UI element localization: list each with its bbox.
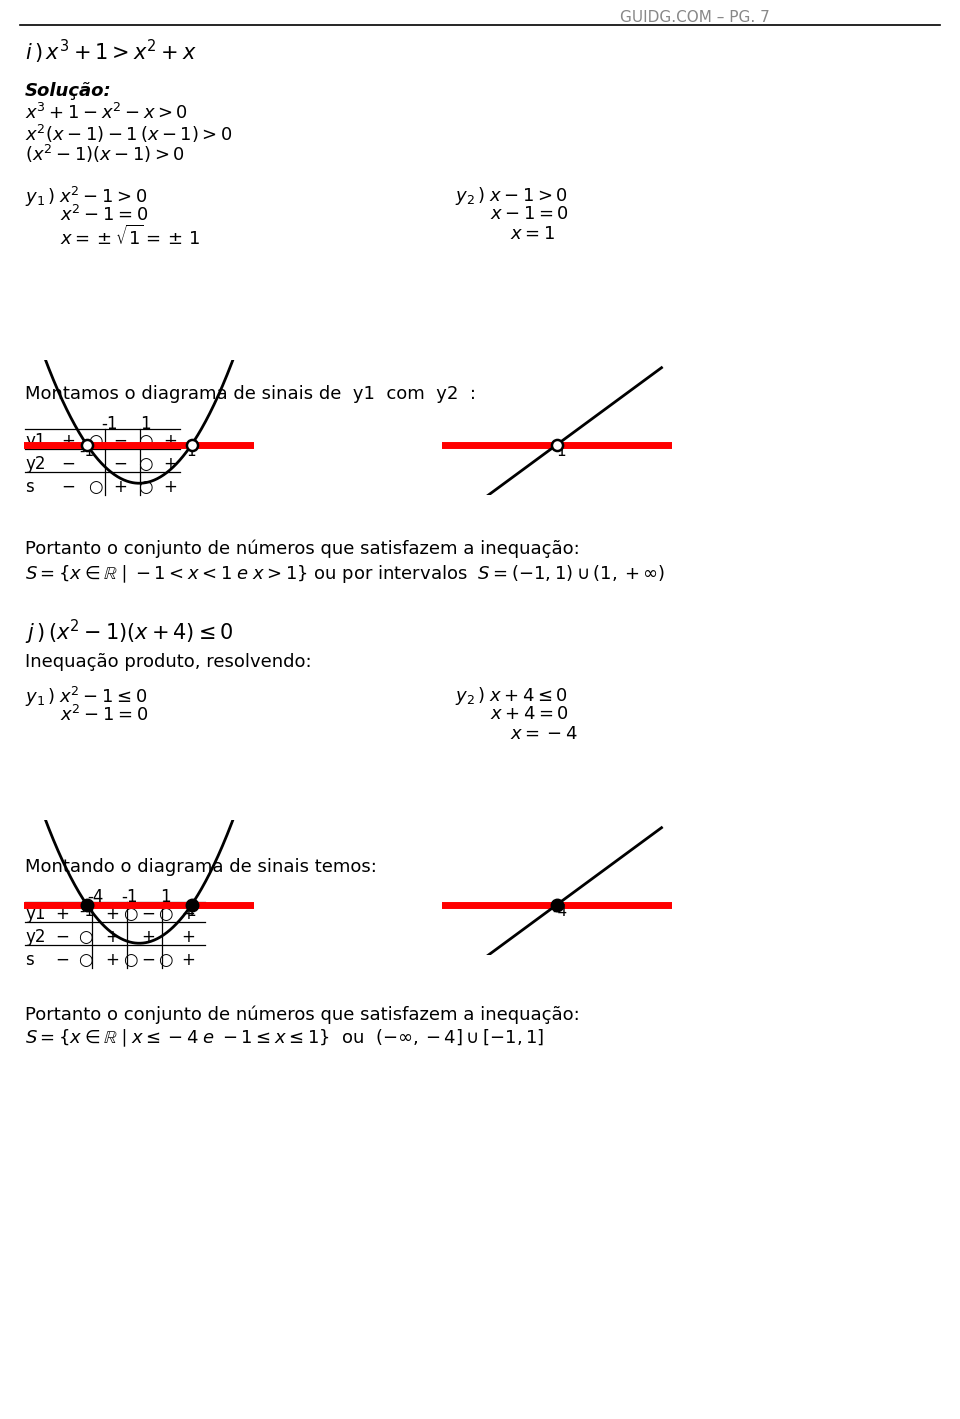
Text: -1: -1 <box>80 904 94 918</box>
Text: 1: 1 <box>187 904 197 918</box>
Text: +: + <box>181 905 195 922</box>
Text: $x^2-1=0$: $x^2-1=0$ <box>60 705 148 725</box>
Text: $y_2\,)\;x-1>0$: $y_2\,)\;x-1>0$ <box>455 184 567 207</box>
Text: -4: -4 <box>552 904 567 918</box>
Text: GUIDG.COM – PG. 7: GUIDG.COM – PG. 7 <box>620 10 770 26</box>
Text: +: + <box>55 905 69 922</box>
Text: y2: y2 <box>25 455 45 473</box>
Text: +: + <box>105 951 119 969</box>
Text: ○: ○ <box>137 431 153 450</box>
Text: +: + <box>105 928 119 946</box>
Text: +: + <box>105 905 119 922</box>
Text: +: + <box>181 928 195 946</box>
Text: Montando o diagrama de sinais temos:: Montando o diagrama de sinais temos: <box>25 858 377 876</box>
Text: $S=\{x\in\mathbb{R}\mid-1<x<1\;e\;x>1\}$ ou por intervalos  $S=(-1,1)\cup(1,+\in: $S=\{x\in\mathbb{R}\mid-1<x<1\;e\;x>1\}$… <box>25 563 665 585</box>
Text: +: + <box>181 951 195 969</box>
Text: $y_1\,)\;x^2-1>0$: $y_1\,)\;x^2-1>0$ <box>25 184 147 209</box>
Text: ○: ○ <box>78 928 92 946</box>
Text: $x+4=0$: $x+4=0$ <box>490 705 569 724</box>
Text: $x^2(x-1)-1\,(x-1)>0$: $x^2(x-1)-1\,(x-1)>0$ <box>25 123 232 145</box>
Text: Inequação produto, resolvendo:: Inequação produto, resolvendo: <box>25 653 312 671</box>
Text: -1: -1 <box>102 414 118 433</box>
Text: $x-1=0$: $x-1=0$ <box>490 204 569 223</box>
Text: −: − <box>55 928 69 946</box>
Text: -4: -4 <box>86 888 103 905</box>
Text: ○: ○ <box>137 455 153 473</box>
Text: 1: 1 <box>140 414 151 433</box>
Text: −: − <box>113 455 127 473</box>
Text: ○: ○ <box>123 951 137 969</box>
Text: ○: ○ <box>137 478 153 497</box>
Text: −: − <box>61 455 75 473</box>
Text: −: − <box>61 478 75 497</box>
Text: +: + <box>163 455 177 473</box>
Text: $x=\pm\sqrt{1}=\pm\,1$: $x=\pm\sqrt{1}=\pm\,1$ <box>60 226 201 250</box>
Text: $(x^2-1)(x-1)>0$: $(x^2-1)(x-1)>0$ <box>25 143 185 165</box>
Text: -1: -1 <box>122 888 138 905</box>
Text: +: + <box>141 928 155 946</box>
Text: $i\,)\,x^3+1>x^2+x$: $i\,)\,x^3+1>x^2+x$ <box>25 38 197 67</box>
Text: +: + <box>61 431 75 450</box>
Text: $x=1$: $x=1$ <box>510 226 555 243</box>
Text: Montamos o diagrama de sinais de  y1  com  y2  :: Montamos o diagrama de sinais de y1 com … <box>25 385 476 403</box>
Text: y1: y1 <box>25 431 45 450</box>
Text: ○: ○ <box>157 951 172 969</box>
Text: Portanto o conjunto de números que satisfazem a inequação:: Portanto o conjunto de números que satis… <box>25 541 580 559</box>
Text: $x^3+1-x^2-x>0$: $x^3+1-x^2-x>0$ <box>25 104 188 123</box>
Text: Solução:: Solução: <box>25 82 111 99</box>
Text: −: − <box>141 905 155 922</box>
Text: +: + <box>163 431 177 450</box>
Text: ○: ○ <box>87 478 103 497</box>
Text: ○: ○ <box>87 431 103 450</box>
Text: 1: 1 <box>159 888 170 905</box>
Text: −: − <box>55 951 69 969</box>
Text: ○: ○ <box>157 905 172 922</box>
Text: −: − <box>113 431 127 450</box>
Text: 1: 1 <box>187 444 197 458</box>
Text: $j\,)\,(x^2-1)(x+4)\leq 0$: $j\,)\,(x^2-1)(x+4)\leq 0$ <box>25 619 233 647</box>
Text: s: s <box>25 951 34 969</box>
Text: y1: y1 <box>25 905 45 922</box>
Text: s: s <box>25 478 34 497</box>
Text: −: − <box>141 951 155 969</box>
Text: ○: ○ <box>78 951 92 969</box>
Text: ○: ○ <box>123 905 137 922</box>
Text: $S=\{x\in\mathbb{R}\mid x\leq-4\;e\;-1\leq x\leq 1\}$  ou  $(-\infty,-4]\cup[-1,: $S=\{x\in\mathbb{R}\mid x\leq-4\;e\;-1\l… <box>25 1027 544 1050</box>
Text: 1: 1 <box>556 444 565 458</box>
Text: $y_2\,)\;x+4\leq 0$: $y_2\,)\;x+4\leq 0$ <box>455 685 567 707</box>
Text: $x^2-1=0$: $x^2-1=0$ <box>60 204 148 226</box>
Text: +: + <box>163 478 177 497</box>
Text: $x=-4$: $x=-4$ <box>510 725 578 744</box>
Text: +: + <box>113 478 127 497</box>
Text: Portanto o conjunto de números que satisfazem a inequação:: Portanto o conjunto de números que satis… <box>25 1005 580 1023</box>
Text: $y_1\,)\;x^2-1\leq 0$: $y_1\,)\;x^2-1\leq 0$ <box>25 685 147 710</box>
Text: y2: y2 <box>25 928 45 946</box>
Text: -1: -1 <box>80 444 94 458</box>
